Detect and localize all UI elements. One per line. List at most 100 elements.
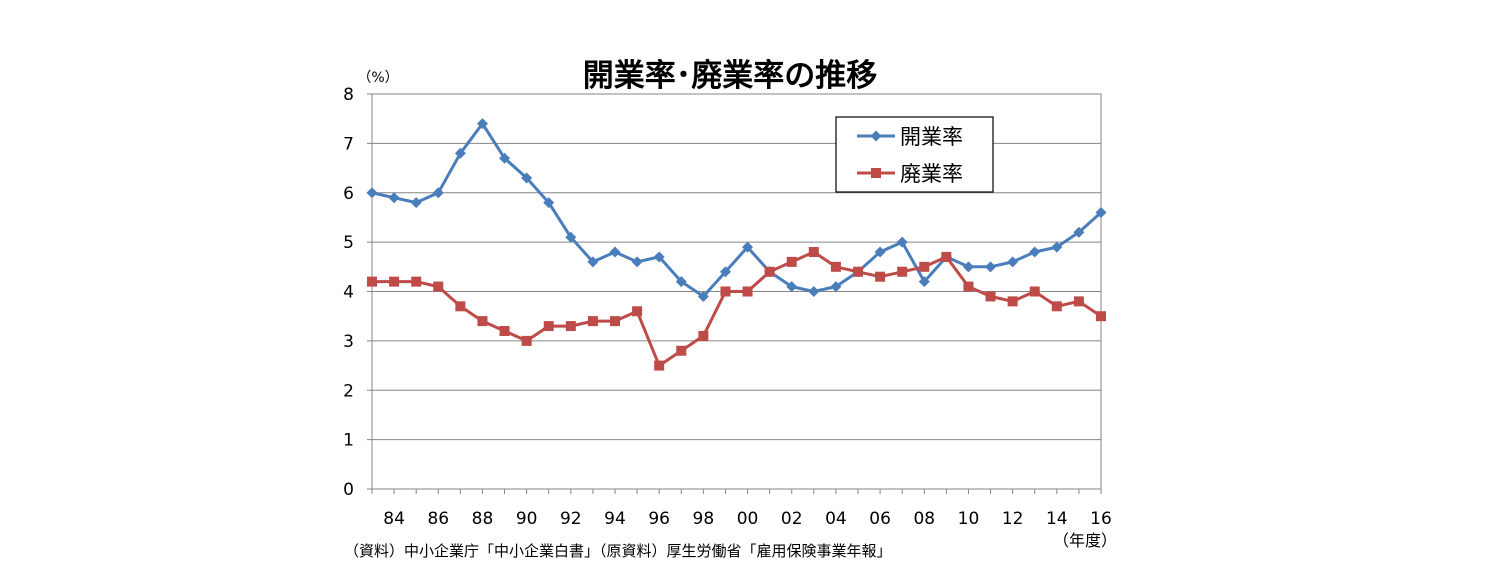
x-tick-label: 00 — [737, 509, 759, 529]
data-point — [742, 241, 754, 253]
data-point — [410, 197, 422, 209]
data-point — [853, 266, 863, 277]
data-point — [896, 236, 908, 248]
data-point — [565, 321, 576, 332]
x-tick-label: 08 — [913, 509, 935, 529]
y-axis-ticks: 0 1 2 3 4 5 6 7 8 — [343, 85, 372, 500]
series-line — [372, 250, 1102, 368]
x-tick-label: 86 — [427, 509, 449, 529]
data-point — [477, 316, 488, 327]
y-tick-label: 4 — [343, 283, 354, 303]
data-point — [1007, 256, 1019, 268]
data-point — [610, 316, 620, 327]
data-point — [786, 256, 797, 267]
x-tick-label: 98 — [693, 509, 715, 529]
legend-item: 開業率 — [857, 125, 963, 149]
data-point — [919, 261, 930, 272]
data-point — [521, 172, 533, 184]
data-point — [632, 306, 643, 317]
data-point — [676, 345, 687, 356]
y-tick-label: 0 — [343, 480, 354, 500]
data-point — [587, 256, 599, 268]
series-line — [371, 122, 1103, 298]
series-2 — [367, 247, 1106, 371]
data-point — [1029, 286, 1040, 297]
data-point — [454, 147, 466, 159]
y-tick-label: 3 — [343, 332, 354, 352]
data-point — [565, 231, 577, 243]
x-axis-unit-label: （年度） — [1053, 531, 1117, 550]
data-point — [654, 360, 665, 371]
y-tick-label: 7 — [343, 134, 354, 154]
series-layer — [366, 118, 1107, 371]
data-point — [543, 197, 555, 209]
data-point — [631, 256, 643, 268]
y-tick-label: 8 — [343, 85, 354, 105]
data-point — [764, 266, 775, 277]
data-point — [808, 286, 820, 297]
x-tick-label: 88 — [472, 509, 494, 529]
x-tick-label: 14 — [1046, 509, 1068, 529]
source-note: （資料）中小企業庁「中小企業白書」（原資料）厚生労働省「雇用保険事業年報」 — [344, 542, 892, 560]
data-point — [830, 281, 842, 293]
legend-item: 廃業率 — [857, 162, 963, 186]
data-point — [874, 246, 886, 258]
data-point — [897, 266, 908, 277]
data-point — [1007, 296, 1018, 307]
data-point — [742, 286, 753, 297]
data-point — [698, 330, 709, 341]
x-tick-label: 92 — [560, 509, 582, 529]
data-point — [587, 316, 598, 327]
data-point — [918, 276, 930, 288]
data-point — [433, 281, 444, 292]
x-tick-label: 94 — [604, 509, 626, 529]
y-axis-unit-label: （%） — [357, 70, 398, 86]
data-point — [1073, 226, 1085, 238]
x-tick-label: 90 — [516, 509, 538, 529]
legend-marker — [871, 168, 881, 178]
y-tick-label: 6 — [343, 184, 354, 204]
x-tick-label: 12 — [1002, 509, 1024, 529]
data-point — [719, 266, 731, 278]
data-point — [543, 321, 554, 332]
legend-label: 開業率 — [900, 125, 963, 149]
data-point — [476, 118, 488, 130]
y-tick-label: 5 — [343, 233, 354, 253]
x-axis-ticks: 84 86 88 90 92 94 96 98 00 02 04 06 08 10 12 14 16 — [371, 489, 1112, 529]
data-point — [1095, 207, 1107, 218]
data-point — [875, 271, 886, 282]
data-point — [1051, 301, 1062, 312]
data-point — [366, 187, 378, 199]
data-point — [653, 251, 665, 263]
data-point — [432, 187, 444, 199]
y-tick-label: 1 — [343, 431, 354, 451]
data-point — [830, 261, 841, 272]
data-point — [963, 281, 974, 292]
data-point — [808, 247, 819, 257]
data-point — [411, 276, 422, 287]
data-point — [697, 290, 709, 302]
x-tick-label: 02 — [781, 509, 803, 529]
data-point — [675, 276, 687, 288]
data-point — [962, 261, 974, 273]
data-point — [455, 301, 466, 312]
data-point — [499, 152, 511, 164]
x-tick-label: 84 — [383, 509, 405, 529]
legend-marker — [870, 130, 882, 142]
x-tick-label: 04 — [825, 509, 847, 529]
data-point — [1029, 246, 1041, 258]
data-point — [1096, 311, 1106, 322]
data-point — [941, 251, 952, 262]
x-tick-label: 16 — [1090, 509, 1112, 529]
series-1 — [366, 118, 1107, 302]
legend-label: 廃業率 — [900, 162, 963, 186]
data-point — [521, 335, 532, 346]
x-tick-label: 10 — [958, 509, 980, 529]
data-point — [985, 291, 996, 302]
data-point — [499, 326, 510, 336]
data-point — [985, 261, 997, 273]
data-point — [1051, 241, 1063, 253]
data-point — [388, 192, 400, 204]
